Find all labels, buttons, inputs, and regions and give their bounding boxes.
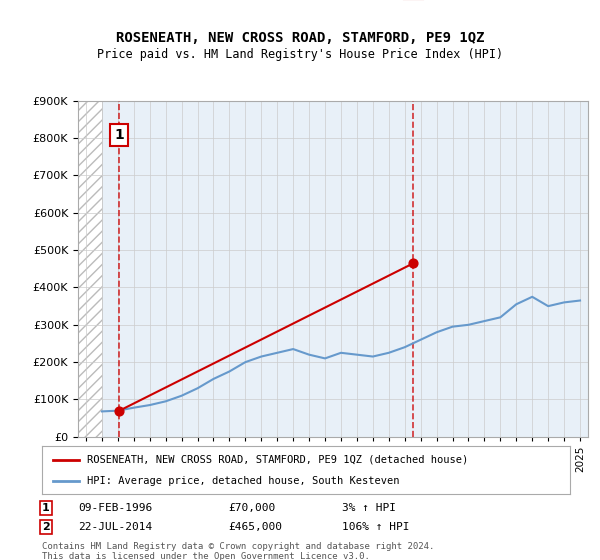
Text: 1: 1	[115, 128, 124, 142]
Text: Price paid vs. HM Land Registry's House Price Index (HPI): Price paid vs. HM Land Registry's House …	[97, 48, 503, 60]
Point	[115, 406, 124, 415]
Text: HPI: Average price, detached house, South Kesteven: HPI: Average price, detached house, Sout…	[87, 475, 400, 486]
Text: ROSENEATH, NEW CROSS ROAD, STAMFORD, PE9 1QZ (detached house): ROSENEATH, NEW CROSS ROAD, STAMFORD, PE9…	[87, 455, 468, 465]
Text: Contains HM Land Registry data © Crown copyright and database right 2024.
This d: Contains HM Land Registry data © Crown c…	[42, 542, 434, 560]
Text: ROSENEATH, NEW CROSS ROAD, STAMFORD, PE9 1QZ: ROSENEATH, NEW CROSS ROAD, STAMFORD, PE9…	[116, 31, 484, 45]
Bar	[78, 101, 102, 437]
Text: £70,000: £70,000	[228, 503, 275, 513]
Bar	[78, 101, 102, 437]
Text: 22-JUL-2014: 22-JUL-2014	[78, 522, 152, 532]
Text: 2: 2	[42, 522, 50, 532]
Text: £465,000: £465,000	[228, 522, 282, 532]
Text: 3% ↑ HPI: 3% ↑ HPI	[342, 503, 396, 513]
Text: 1: 1	[42, 503, 50, 513]
Text: 106% ↑ HPI: 106% ↑ HPI	[342, 522, 409, 532]
Text: 09-FEB-1996: 09-FEB-1996	[78, 503, 152, 513]
Point	[409, 259, 418, 268]
